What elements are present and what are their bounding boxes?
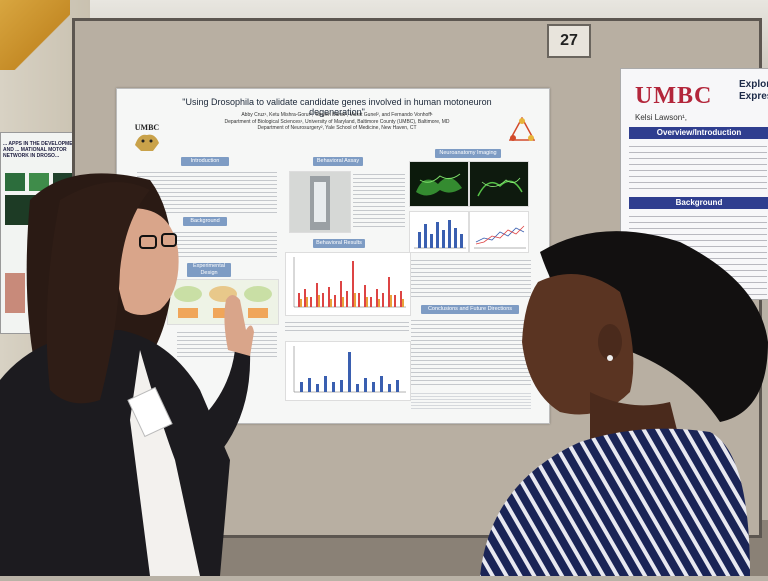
section-heading-conclusions: Conclusions and Future Directions bbox=[421, 305, 519, 314]
left-poster-header: ... APPS IN THE DEVELOPMENT AND ... MATI… bbox=[3, 141, 80, 159]
right-poster-section-heading: Overview/Introduction bbox=[629, 127, 768, 139]
neuroanatomy-line-chart bbox=[469, 211, 529, 253]
neuron-fluorescence-image bbox=[409, 161, 469, 207]
section-heading-neuroanatomy: Neuroanatomy Imaging bbox=[435, 149, 501, 158]
affiliation: Department of Neurosurgery², Yale School… bbox=[257, 125, 417, 131]
neuron-fluorescence-image bbox=[469, 161, 529, 207]
triangle-diagram-icon bbox=[509, 117, 535, 141]
right-poster-title-line: Explori bbox=[739, 79, 768, 90]
section-heading-introduction: Introduction bbox=[181, 157, 229, 166]
umbc-retriever-logo: UMBC bbox=[129, 123, 165, 155]
results-caption-text bbox=[285, 319, 409, 333]
research-poster: "Using Drosophila to validate candidate … bbox=[116, 88, 550, 424]
neuroanatomy-bar-chart bbox=[409, 211, 469, 253]
board-number: 27 bbox=[547, 24, 591, 58]
author-list: Abby Cruz¹, Ketu Mishra-Gorur², Tanyen B… bbox=[241, 112, 433, 118]
right-poster-title: Explori Expres bbox=[739, 79, 768, 103]
right-poster-author: Kelsi Lawson¹, bbox=[635, 113, 688, 122]
acknowledgements-text bbox=[411, 391, 531, 411]
behavioral-results-bar-chart bbox=[285, 252, 411, 316]
neuroanatomy-caption-text bbox=[411, 257, 531, 297]
conclusions-text bbox=[411, 317, 531, 385]
poster-title: "Using Drosophila to validate candidate … bbox=[182, 97, 492, 117]
affiliation: Department of Biological Sciences¹, Univ… bbox=[224, 118, 450, 125]
poster-authors: Abby Cruz¹, Ketu Mishra-Gorur², Tanyen B… bbox=[177, 112, 497, 132]
left-poster-figure bbox=[5, 273, 25, 313]
section-heading-experimental-design: Experimental Design bbox=[187, 263, 231, 277]
listener-person bbox=[480, 222, 768, 576]
behavioral-assay-text bbox=[353, 171, 405, 229]
flight-time-bar-chart bbox=[285, 341, 411, 401]
section-heading-background: Background bbox=[183, 217, 227, 226]
flight-assay-photo bbox=[289, 171, 351, 233]
experimental-design-diagram bbox=[167, 279, 279, 325]
presenter-person bbox=[0, 160, 270, 576]
section-heading-behavioral-results: Behavioral Results bbox=[313, 239, 365, 248]
umbc-logo: UMBC bbox=[635, 83, 713, 109]
section-heading-behavioral-assay: Behavioral Assay bbox=[313, 157, 363, 166]
wooden-beam bbox=[0, 0, 70, 70]
right-poster-text-block bbox=[629, 143, 767, 191]
right-poster-title-line: Expres bbox=[739, 91, 768, 102]
poster-logo-text: UMBC bbox=[134, 123, 160, 132]
right-poster-section-heading: Background bbox=[629, 197, 768, 209]
left-poster-figure bbox=[29, 173, 49, 191]
left-poster-figure bbox=[5, 173, 25, 191]
